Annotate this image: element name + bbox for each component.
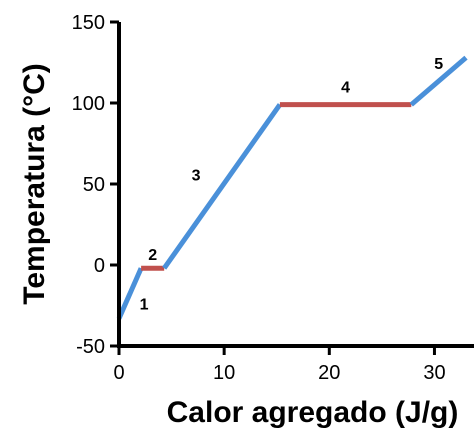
- y-tick-label: 150: [72, 12, 105, 34]
- x-axis-title: Calor agregado (J/g): [167, 396, 459, 429]
- segment-1-label: 1: [140, 296, 149, 313]
- axes-layer: [117, 22, 474, 348]
- y-tick-label: -50: [76, 336, 105, 358]
- x-tick-label: 30: [423, 362, 445, 384]
- series-layer: [116, 55, 468, 320]
- x-tick-label: 0: [113, 362, 124, 384]
- segment-3-line: [162, 103, 282, 270]
- y-tick-label: 50: [83, 174, 105, 196]
- segment-5-label: 5: [434, 56, 443, 73]
- segment-labels-layer: 1 2 3 4 5: [140, 56, 444, 313]
- x-tick-label: 10: [213, 362, 235, 384]
- y-axis-title: Temperatura (°C): [18, 63, 51, 304]
- segment-3-label: 3: [192, 167, 201, 184]
- segment-5-line: [409, 55, 468, 107]
- segment-4-label: 4: [341, 80, 350, 97]
- y-tick-label: 0: [94, 255, 105, 277]
- x-tick-label: 20: [318, 362, 340, 384]
- tick-labels-layer: -50 0 50 100 150 0 10 20 30: [72, 12, 446, 384]
- segment-1-line: [116, 267, 144, 320]
- y-tick-label: 100: [72, 93, 105, 115]
- segment-2-label: 2: [148, 247, 157, 264]
- ticks-layer: [110, 20, 436, 355]
